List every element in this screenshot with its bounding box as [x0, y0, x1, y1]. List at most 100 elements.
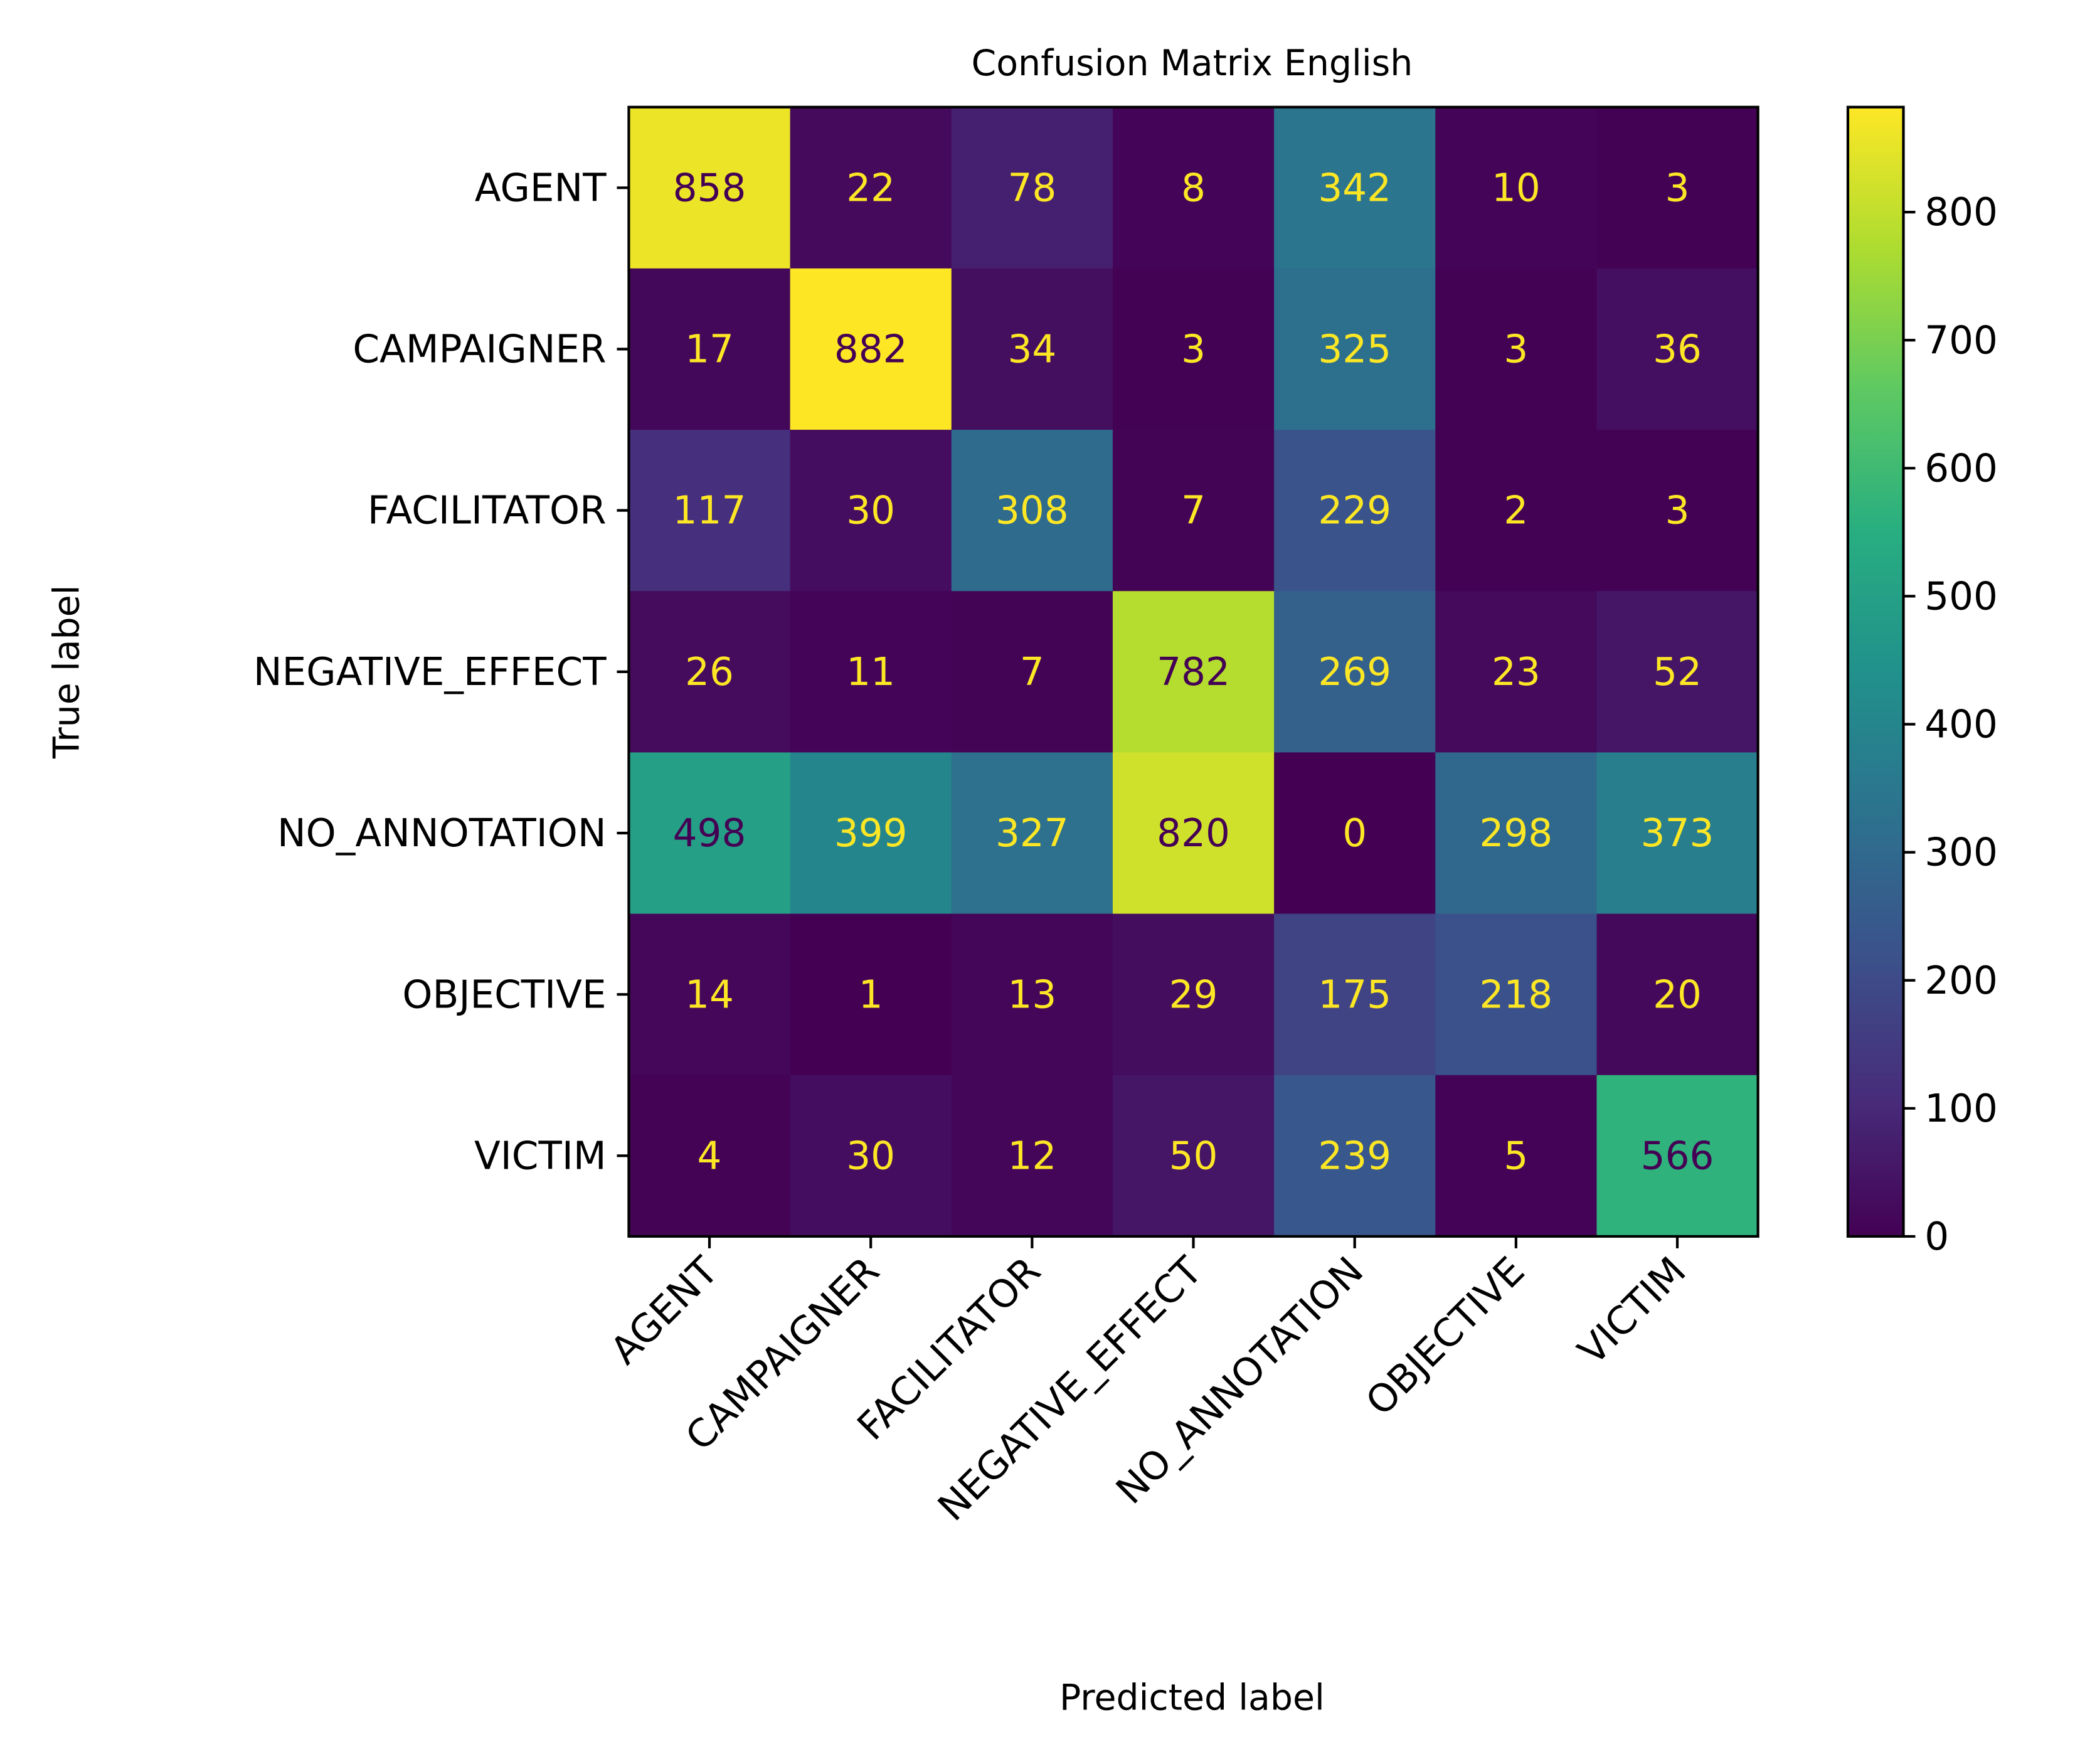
colorbar-gradient: [1846, 105, 1905, 1238]
y-tick-label: FACILITATOR: [368, 489, 607, 533]
y-tick-label: AGENT: [475, 166, 607, 210]
matrix-cell: [951, 913, 1114, 1076]
cell-value-label: 29: [1169, 972, 1218, 1017]
cell-value-label: 22: [846, 166, 895, 210]
cell-value-label: 298: [1480, 811, 1553, 856]
cell-value-label: 3: [1665, 489, 1690, 533]
matrix-cell: [1274, 591, 1436, 753]
y-tick-label: NEGATIVE_EFFECT: [253, 650, 607, 694]
matrix-cell: [790, 591, 953, 753]
cell-value-label: 36: [1653, 327, 1702, 372]
matrix-cell: [1596, 1075, 1759, 1238]
matrix-cell: [951, 430, 1114, 592]
matrix-cell: [1435, 591, 1598, 753]
cell-value-label: 10: [1492, 166, 1541, 210]
y-tick-label: VICTIM: [474, 1134, 607, 1178]
matrix-cell: [1435, 752, 1598, 915]
cell-value-label: 7: [1020, 650, 1044, 694]
matrix-cell: [1435, 913, 1598, 1076]
cell-value-label: 14: [685, 972, 734, 1017]
cell-value-label: 399: [834, 811, 908, 856]
colorbar-tick-label: 600: [1924, 446, 1998, 491]
cell-value-label: 882: [834, 327, 908, 372]
colorbar-tick-label: 700: [1924, 318, 1998, 363]
matrix-cell: [1112, 430, 1275, 592]
cell-value-label: 858: [673, 166, 746, 210]
cell-value-label: 566: [1641, 1134, 1714, 1178]
matrix-cell: [1435, 430, 1598, 592]
matrix-cell: [1274, 268, 1436, 431]
matrix-cell: [790, 268, 953, 431]
cell-value-label: 7: [1181, 489, 1206, 533]
cell-value-label: 117: [673, 489, 746, 533]
matrix-cell: [629, 591, 791, 753]
colorbar-tick-label: 0: [1924, 1214, 1949, 1259]
cell-value-label: 269: [1318, 650, 1391, 694]
matrix-cell: [1596, 752, 1759, 915]
matrix-cell: [1274, 913, 1436, 1076]
matrix-cell: [1274, 752, 1436, 915]
matrix-cell: [629, 268, 791, 431]
chart-title: Confusion Matrix English: [971, 43, 1413, 84]
colorbar-ticks: 0 100 200 300 400 500 600 700 800: [1903, 190, 1998, 1259]
cell-value-label: 308: [995, 489, 1069, 533]
cell-value-label: 239: [1318, 1134, 1391, 1178]
cell-value-label: 175: [1318, 972, 1391, 1017]
cell-value-label: 218: [1480, 972, 1553, 1017]
matrix-cell: [629, 752, 791, 915]
y-tick-label: NO_ANNOTATION: [277, 811, 607, 856]
cell-value-label: 1: [859, 972, 883, 1017]
cell-value-label: 23: [1492, 650, 1541, 694]
matrix-cell: [1596, 591, 1759, 753]
matrix-cell: [1596, 430, 1759, 592]
x-tick-label: AGENT: [602, 1248, 727, 1373]
matrix-cell: [951, 591, 1114, 753]
cell-value-label: 17: [685, 327, 734, 372]
matrix-cell: [1112, 913, 1275, 1076]
matrix-cell: [1274, 1075, 1436, 1238]
cell-value-label: 30: [846, 1134, 895, 1178]
colorbar-tick-label: 200: [1924, 959, 1998, 1003]
matrix-cell: [1112, 268, 1275, 431]
colorbar-tick-label: 500: [1924, 574, 1998, 619]
matrix-cell: [629, 1075, 791, 1238]
cell-value-label: 78: [1007, 166, 1056, 210]
matrix-cell: [951, 1075, 1114, 1238]
cell-value-label: 12: [1007, 1134, 1056, 1178]
cell-value-label: 11: [846, 650, 895, 694]
matrix-cell: [1274, 107, 1436, 270]
matrix-cell: [790, 1075, 953, 1238]
cell-value-label: 0: [1342, 811, 1367, 856]
y-tick-label: CAMPAIGNER: [353, 327, 606, 372]
matrix-cell: [1112, 107, 1275, 270]
cell-value-label: 782: [1157, 650, 1230, 694]
cell-value-label: 13: [1007, 972, 1056, 1017]
cell-value-label: 34: [1007, 327, 1056, 372]
cell-value-label: 3: [1181, 327, 1206, 372]
cell-value-label: 30: [846, 489, 895, 533]
matrix-cell: [1112, 752, 1275, 915]
cell-value-label: 327: [995, 811, 1069, 856]
colorbar-tick-label: 300: [1924, 831, 1998, 875]
cell-value-label: 325: [1318, 327, 1391, 372]
cell-value-label: 3: [1665, 166, 1690, 210]
colorbar-tick-label: 800: [1924, 190, 1998, 235]
y-tick-label: OBJECTIVE: [402, 972, 606, 1017]
matrix-cell: [1274, 430, 1436, 592]
x-tick-label: VICTIM: [1569, 1248, 1694, 1373]
matrix-cell: [1435, 268, 1598, 431]
matrix-cell: [1435, 1075, 1598, 1238]
cell-value-label: 820: [1157, 811, 1230, 856]
colorbar-tick-label: 100: [1924, 1087, 1998, 1131]
colorbar-tick-label: 400: [1924, 703, 1998, 747]
matrix-cell: [951, 752, 1114, 915]
cell-value-label: 5: [1504, 1134, 1528, 1178]
cell-value-label: 52: [1653, 650, 1702, 694]
matrix-cell: [1112, 591, 1275, 753]
cell-value-label: 26: [685, 650, 734, 694]
x-axis-label: Predicted label: [1059, 1677, 1325, 1719]
matrix-cell: [790, 107, 953, 270]
cell-value-label: 342: [1318, 166, 1391, 210]
